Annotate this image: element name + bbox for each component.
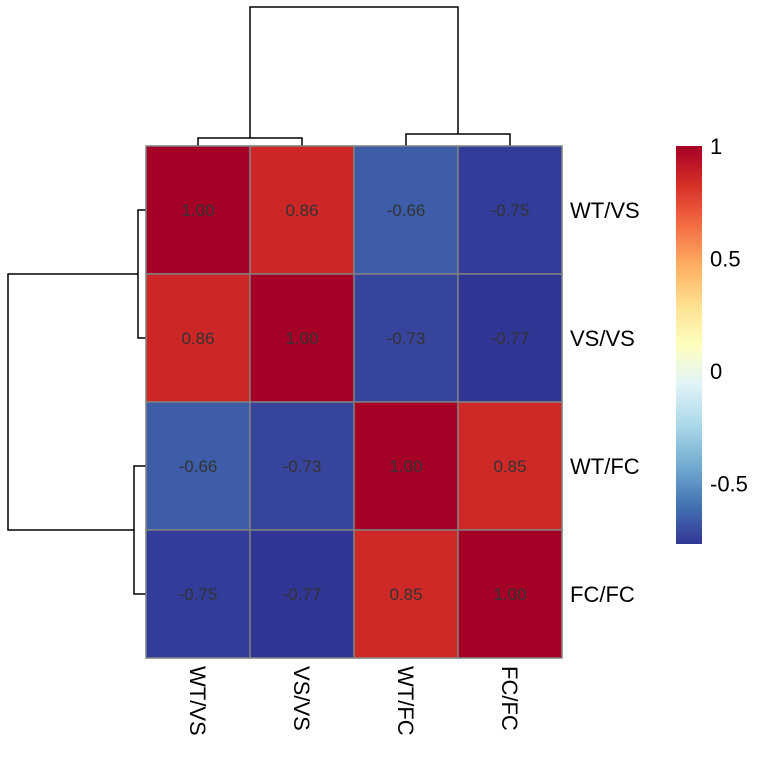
dendrogram-branch xyxy=(249,6,459,138)
heatmap-cell xyxy=(145,273,251,403)
column-dendrogram xyxy=(197,6,511,146)
heatmap-cells xyxy=(145,145,563,659)
row-label: FC/FC xyxy=(570,582,635,607)
heatmap-cell xyxy=(145,145,251,275)
cell-value-label: -0.75 xyxy=(179,585,218,604)
heatmap-cell xyxy=(249,529,355,659)
legend-tick-label: 0.5 xyxy=(710,246,741,271)
column-label: FC/FC xyxy=(497,666,522,731)
row-labels: WT/VS VS/VS WT/FC FC/FC xyxy=(570,198,640,607)
row-label: WT/FC xyxy=(570,454,640,479)
cell-value-label: -0.73 xyxy=(283,457,322,476)
heatmap-cell-labels: 1.00 0.86 -0.66 -0.75 0.86 1.00 -0.73 -0.77 -0.6… xyxy=(179,201,530,604)
heatmap-cell xyxy=(249,145,355,275)
color-scale-bar xyxy=(676,146,702,544)
dendrogram-branch xyxy=(133,465,146,595)
legend-tick-label: 0 xyxy=(710,359,722,384)
legend-tick-label: 1 xyxy=(710,134,722,159)
column-label: WT/FC xyxy=(393,666,418,736)
legend-tick-label: -0.5 xyxy=(710,471,748,496)
heatmap-cell xyxy=(457,401,563,531)
heatmap-cell xyxy=(353,145,459,275)
cell-value-label: 0.85 xyxy=(389,585,422,604)
row-label: VS/VS xyxy=(570,326,635,351)
cell-value-label: 0.86 xyxy=(181,329,214,348)
dendrogram-branch xyxy=(405,133,511,146)
cell-value-label: 1.00 xyxy=(285,329,318,348)
column-labels: WT/VS VS/VS WT/FC FC/FC xyxy=(185,666,522,736)
column-label: WT/VS xyxy=(185,666,210,736)
color-legend: 1 0.5 0 -0.5 xyxy=(676,134,748,544)
cell-value-label: 1.00 xyxy=(181,201,214,220)
cell-value-label: -0.75 xyxy=(491,201,530,220)
row-label: WT/VS xyxy=(570,198,640,223)
row-dendrogram xyxy=(7,209,146,595)
cell-value-label: -0.66 xyxy=(387,201,426,220)
heatmap-cell xyxy=(457,145,563,275)
heatmap-cell xyxy=(145,529,251,659)
cell-value-label: -0.77 xyxy=(283,585,322,604)
dendrogram-branch xyxy=(197,137,303,146)
dendrogram-branch xyxy=(137,209,146,339)
heatmap-cell xyxy=(249,401,355,531)
cell-value-label: -0.73 xyxy=(387,329,426,348)
column-label: VS/VS xyxy=(289,666,314,731)
dendrogram-branch xyxy=(7,273,138,531)
cell-value-label: -0.77 xyxy=(491,329,530,348)
cell-value-label: 0.86 xyxy=(285,201,318,220)
cell-value-label: -0.66 xyxy=(179,457,218,476)
cell-value-label: 0.85 xyxy=(493,457,526,476)
heatmap-cell xyxy=(457,273,563,403)
heatmap-cell xyxy=(457,529,563,659)
cell-value-label: 1.00 xyxy=(493,585,526,604)
heatmap-cell xyxy=(249,273,355,403)
cell-value-label: 1.00 xyxy=(389,457,422,476)
